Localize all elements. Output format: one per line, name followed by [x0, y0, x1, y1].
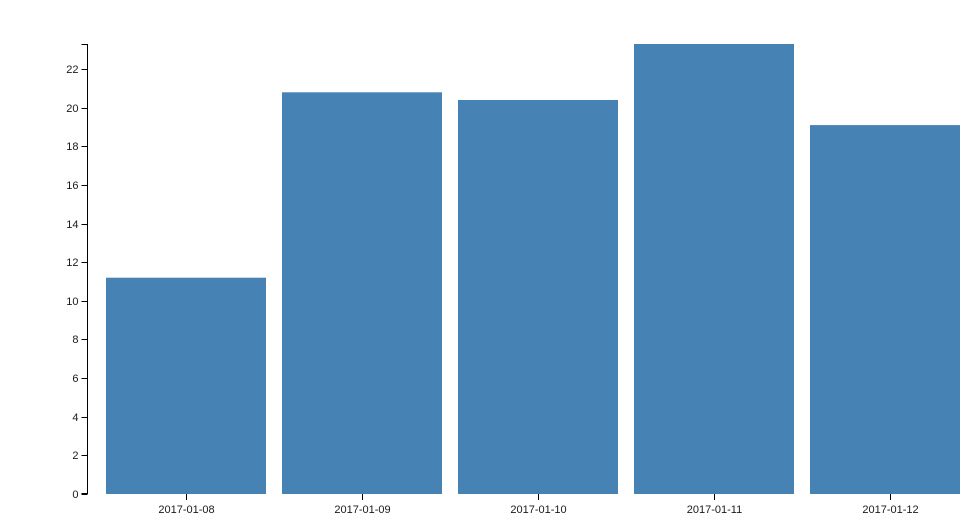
x-axis-tick-label: 2017-01-08 [158, 504, 214, 516]
y-axis-tick-label: 12 [66, 257, 78, 269]
y-axis-tick-label: 6 [72, 373, 78, 385]
y-axis-tick-label: 20 [66, 103, 78, 115]
bar-2017-01-08 [106, 277, 266, 494]
y-axis-tick-label: 8 [72, 334, 78, 346]
y-axis-tick-label: 16 [66, 180, 78, 192]
y-axis-tick-label: 18 [66, 141, 78, 153]
bar-chart-figure: 0 2 4 6 8 10 12 14 16 18 20 22 2017-01-08 2017-01-09 2… [40, 16, 960, 516]
bar-chart-canvas: 0 2 4 6 8 10 12 14 16 18 20 22 2017-01-08 2017-01-09 2… [66, 44, 960, 516]
y-axis-tick-label: 22 [66, 64, 78, 76]
bar-2017-01-11 [634, 44, 794, 494]
bar-2017-01-10 [458, 100, 618, 494]
y-axis-tick-label: 10 [66, 296, 78, 308]
x-axis-tick-label: 2017-01-11 [687, 504, 742, 516]
y-axis-domain [81, 44, 88, 494]
bar-2017-01-09 [282, 92, 442, 495]
x-axis-tick-label: 2017-01-12 [862, 504, 918, 516]
y-axis-tick-label: 2 [72, 450, 78, 462]
y-axis-tick-label: 4 [72, 412, 78, 424]
x-axis-tick-label: 2017-01-10 [510, 504, 566, 516]
y-axis-tick-label: 0 [72, 489, 78, 501]
y-axis-tick-label: 14 [66, 219, 78, 231]
bar-2017-01-12 [810, 125, 960, 494]
x-axis-tick-label: 2017-01-09 [334, 504, 390, 516]
